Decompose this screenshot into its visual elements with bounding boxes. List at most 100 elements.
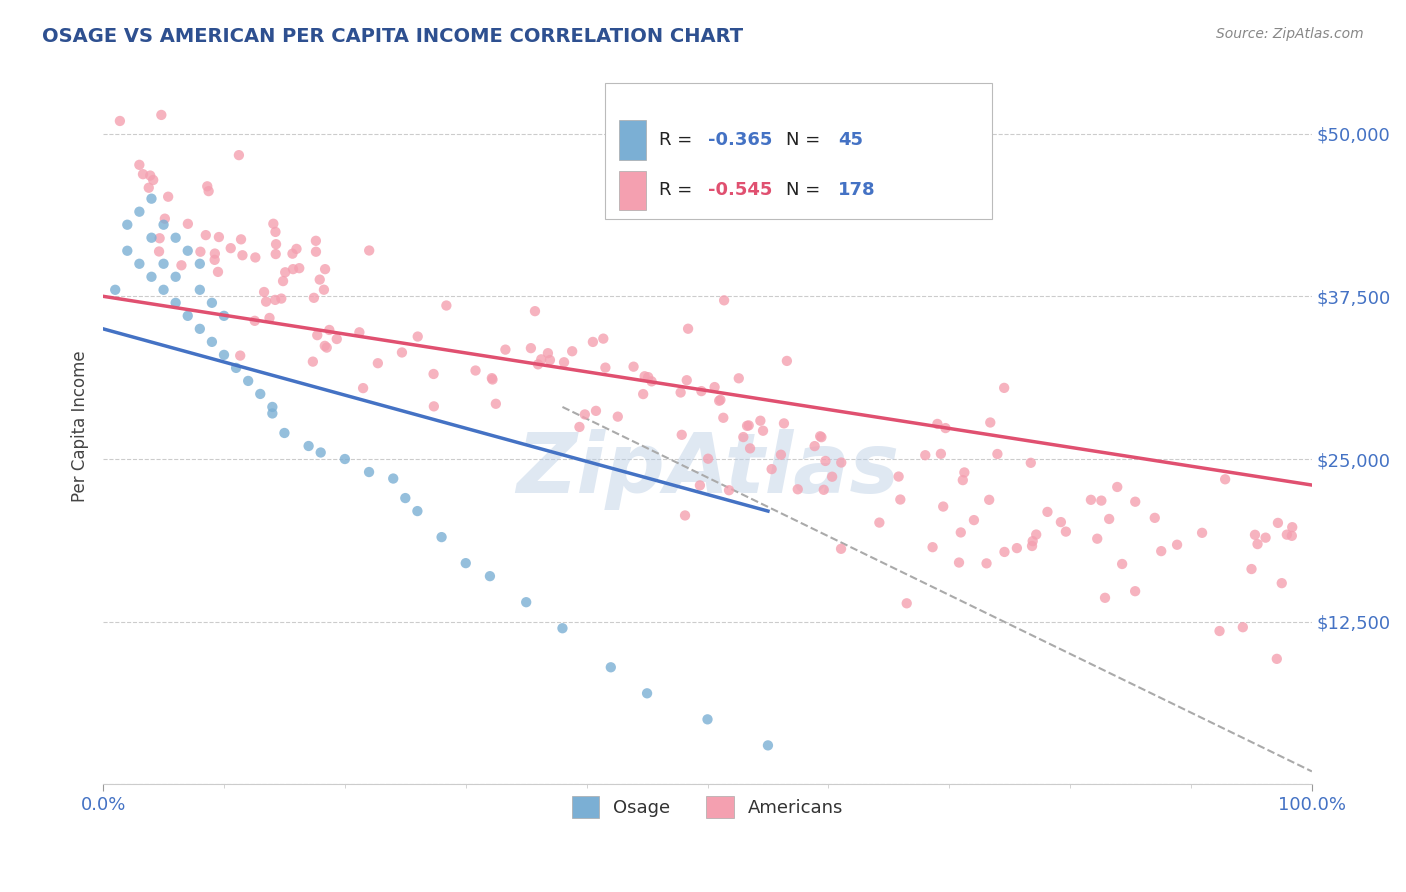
Text: 45: 45 (838, 131, 863, 149)
Text: N =: N = (786, 131, 827, 149)
Point (676, 322, 699, 336)
Point (561, 344, 583, 359)
Point (889, 492, 911, 507)
Point (229, 232, 252, 246)
Point (749, 414, 772, 428)
FancyBboxPatch shape (619, 170, 645, 210)
Point (1005, 541, 1028, 555)
Point (285, 242, 308, 256)
Point (993, 545, 1015, 559)
Text: -0.365: -0.365 (707, 131, 772, 149)
Point (637, 370, 659, 384)
Point (703, 380, 725, 394)
Point (485, 397, 508, 411)
Point (520, 341, 543, 355)
Point (262, 407, 284, 421)
Point (1123, 494, 1146, 508)
FancyBboxPatch shape (619, 120, 645, 160)
Point (406, 329, 429, 343)
Point (108, 114, 131, 128)
Point (132, 167, 155, 181)
Text: Source: ZipAtlas.com: Source: ZipAtlas.com (1216, 27, 1364, 41)
Point (229, 349, 252, 363)
Point (713, 293, 735, 308)
Point (538, 353, 561, 368)
Point (153, 211, 176, 226)
Point (326, 332, 349, 346)
Point (551, 621, 574, 635)
Point (141, 192, 163, 206)
Point (1021, 534, 1043, 549)
Point (212, 348, 235, 362)
Point (1265, 652, 1288, 666)
Point (979, 492, 1001, 507)
Point (623, 359, 645, 374)
Point (927, 417, 949, 431)
Point (934, 421, 956, 435)
Point (1254, 531, 1277, 545)
Point (574, 408, 596, 422)
Point (523, 304, 546, 318)
Point (494, 343, 516, 357)
Point (149, 231, 172, 245)
Point (201, 334, 224, 349)
Point (690, 384, 713, 398)
Point (1054, 524, 1077, 539)
Point (896, 596, 918, 610)
Point (1271, 576, 1294, 591)
Point (204, 252, 226, 267)
Point (308, 272, 330, 286)
Point (406, 504, 429, 518)
Point (671, 427, 693, 442)
Point (1246, 537, 1268, 551)
Point (697, 451, 720, 466)
Point (170, 258, 193, 272)
Text: ZipAtlas: ZipAtlas (516, 429, 898, 510)
Point (553, 355, 575, 369)
Point (165, 231, 187, 245)
Point (830, 541, 852, 556)
Point (773, 417, 796, 431)
Point (1208, 624, 1230, 638)
Point (312, 283, 335, 297)
Point (243, 314, 266, 328)
Point (219, 241, 242, 255)
Point (264, 225, 287, 239)
Point (302, 291, 325, 305)
Point (152, 257, 174, 271)
Point (177, 217, 200, 231)
Point (231, 248, 253, 262)
Point (1275, 527, 1298, 541)
Point (976, 557, 998, 571)
Point (929, 447, 952, 461)
Point (315, 341, 337, 355)
Point (204, 246, 226, 260)
Point (592, 332, 614, 346)
Point (259, 310, 281, 325)
Point (948, 556, 970, 570)
Point (1143, 511, 1166, 525)
Point (305, 234, 328, 248)
Point (963, 513, 986, 527)
Point (689, 478, 711, 492)
Point (606, 409, 628, 424)
Point (128, 257, 150, 271)
Point (810, 430, 832, 444)
Point (391, 345, 413, 359)
Point (1150, 544, 1173, 558)
Point (717, 483, 740, 498)
Point (640, 375, 662, 389)
Point (585, 404, 607, 418)
Point (595, 360, 617, 375)
Point (357, 465, 380, 479)
Point (165, 295, 187, 310)
Point (1213, 472, 1236, 486)
Point (349, 326, 371, 340)
Point (238, 374, 260, 388)
Point (273, 425, 295, 440)
Point (527, 357, 550, 371)
Point (305, 244, 328, 259)
Point (117, 244, 139, 258)
Point (709, 393, 731, 408)
Point (1111, 557, 1133, 571)
